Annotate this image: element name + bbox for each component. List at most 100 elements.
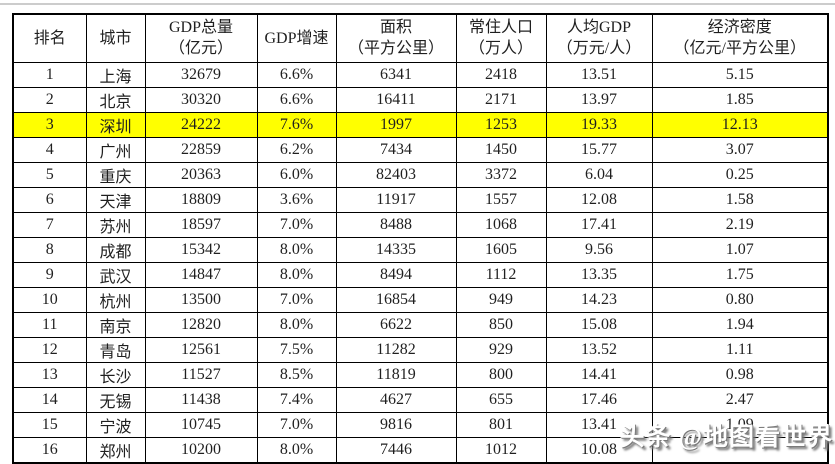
table-row: 14 无锡 11438 7.4% 4627 655 17.46 2.47 bbox=[12, 386, 829, 413]
cell-density: 5.15 bbox=[651, 61, 829, 88]
cell-density: 1.85 bbox=[651, 86, 829, 113]
cell-gdp_per_capita: 15.77 bbox=[545, 136, 653, 163]
cell-density: 1.07 bbox=[651, 236, 829, 263]
cell-rank: 14 bbox=[12, 386, 87, 413]
cell-population: 850 bbox=[455, 311, 547, 338]
table-header-row: 排名 城市 GDP总量 （亿元） GDP增速 面积 （平方公里） 常住人口 （万人） 人均GDP （… bbox=[12, 13, 829, 63]
cell-population: 1112 bbox=[455, 261, 547, 288]
cell-growth: 7.6% bbox=[256, 111, 337, 138]
cell-population: 1605 bbox=[455, 236, 547, 263]
watermark: 头条 @地图看世界 bbox=[619, 424, 833, 451]
column-header-growth: GDP增速 bbox=[256, 13, 337, 63]
cell-population: 800 bbox=[455, 361, 547, 388]
cell-rank: 4 bbox=[12, 136, 87, 163]
cell-area: 8488 bbox=[335, 211, 457, 238]
cell-area: 6341 bbox=[335, 61, 457, 88]
cell-gdp_per_capita: 17.41 bbox=[545, 211, 653, 238]
cell-population: 1450 bbox=[455, 136, 547, 163]
cell-population: 1557 bbox=[455, 186, 547, 213]
cell-area: 11917 bbox=[335, 186, 457, 213]
cell-city: 重庆 bbox=[85, 161, 146, 188]
cell-city: 杭州 bbox=[85, 286, 146, 313]
cell-gdp: 20363 bbox=[144, 161, 258, 188]
cell-density: 1.11 bbox=[651, 336, 829, 363]
cell-gdp_per_capita: 19.33 bbox=[545, 111, 653, 138]
cell-city: 无锡 bbox=[85, 386, 146, 413]
cell-growth: 8.0% bbox=[256, 236, 337, 263]
table-row: 11 南京 12820 8.0% 6622 850 15.08 1.94 bbox=[12, 311, 829, 338]
cell-growth: 6.6% bbox=[256, 61, 337, 88]
table-row: 3 深圳 24222 7.6% 1997 1253 19.33 12.13 bbox=[12, 111, 829, 138]
cell-rank: 10 bbox=[12, 286, 87, 313]
cell-city: 宁波 bbox=[85, 411, 146, 438]
cell-population: 1068 bbox=[455, 211, 547, 238]
cell-city: 长沙 bbox=[85, 361, 146, 388]
cell-city: 深圳 bbox=[85, 111, 146, 138]
cell-city: 北京 bbox=[85, 86, 146, 113]
cell-rank: 9 bbox=[12, 261, 87, 288]
cell-area: 82403 bbox=[335, 161, 457, 188]
cell-density: 0.25 bbox=[651, 161, 829, 188]
cell-rank: 12 bbox=[12, 336, 87, 363]
city-gdp-table: 排名 城市 GDP总量 （亿元） GDP增速 面积 （平方公里） 常住人口 （万人） 人均GDP （… bbox=[12, 13, 829, 464]
cell-density: 2.47 bbox=[651, 386, 829, 413]
cell-city: 广州 bbox=[85, 136, 146, 163]
table-row: 9 武汉 14847 8.0% 8494 1112 13.35 1.75 bbox=[12, 261, 829, 288]
cell-city: 郑州 bbox=[85, 436, 146, 463]
table-row: 8 成都 15342 8.0% 14335 1605 9.56 1.07 bbox=[12, 236, 829, 263]
cell-gdp: 30320 bbox=[144, 86, 258, 113]
top-divider-line bbox=[0, 3, 835, 5]
cell-city: 青岛 bbox=[85, 336, 146, 363]
cell-gdp: 13500 bbox=[144, 286, 258, 313]
cell-gdp_per_capita: 13.51 bbox=[545, 61, 653, 88]
cell-area: 8494 bbox=[335, 261, 457, 288]
cell-gdp: 12820 bbox=[144, 311, 258, 338]
cell-city: 苏州 bbox=[85, 211, 146, 238]
cell-gdp_per_capita: 13.41 bbox=[545, 411, 653, 438]
cell-gdp_per_capita: 17.46 bbox=[545, 386, 653, 413]
cell-growth: 8.0% bbox=[256, 261, 337, 288]
cell-gdp_per_capita: 12.08 bbox=[545, 186, 653, 213]
column-header-gdp: GDP总量 （亿元） bbox=[144, 13, 258, 63]
table-row: 12 青岛 12561 7.5% 11282 929 13.52 1.11 bbox=[12, 336, 829, 363]
cell-growth: 7.5% bbox=[256, 336, 337, 363]
cell-growth: 8.0% bbox=[256, 436, 337, 463]
cell-rank: 3 bbox=[12, 111, 87, 138]
cell-city: 南京 bbox=[85, 311, 146, 338]
cell-gdp: 14847 bbox=[144, 261, 258, 288]
table-row: 4 广州 22859 6.2% 7434 1450 15.77 3.07 bbox=[12, 136, 829, 163]
cell-population: 2418 bbox=[455, 61, 547, 88]
cell-gdp: 18597 bbox=[144, 211, 258, 238]
cell-growth: 7.0% bbox=[256, 411, 337, 438]
cell-density: 12.13 bbox=[651, 111, 829, 138]
cell-gdp: 12561 bbox=[144, 336, 258, 363]
table-row: 1 上海 32679 6.6% 6341 2418 13.51 5.15 bbox=[12, 61, 829, 88]
cell-area: 16411 bbox=[335, 86, 457, 113]
cell-area: 16854 bbox=[335, 286, 457, 313]
cell-rank: 2 bbox=[12, 86, 87, 113]
cell-gdp: 32679 bbox=[144, 61, 258, 88]
cell-area: 6622 bbox=[335, 311, 457, 338]
cell-population: 801 bbox=[455, 411, 547, 438]
cell-area: 9816 bbox=[335, 411, 457, 438]
cell-density: 0.98 bbox=[651, 361, 829, 388]
cell-area: 11819 bbox=[335, 361, 457, 388]
cell-growth: 6.0% bbox=[256, 161, 337, 188]
cell-population: 929 bbox=[455, 336, 547, 363]
cell-city: 武汉 bbox=[85, 261, 146, 288]
cell-gdp: 15342 bbox=[144, 236, 258, 263]
cell-gdp_per_capita: 6.04 bbox=[545, 161, 653, 188]
cell-city: 天津 bbox=[85, 186, 146, 213]
cell-city: 上海 bbox=[85, 61, 146, 88]
cell-rank: 6 bbox=[12, 186, 87, 213]
cell-area: 7434 bbox=[335, 136, 457, 163]
cell-growth: 7.0% bbox=[256, 286, 337, 313]
cell-growth: 8.5% bbox=[256, 361, 337, 388]
cell-gdp: 10200 bbox=[144, 436, 258, 463]
cell-growth: 6.2% bbox=[256, 136, 337, 163]
cell-city: 成都 bbox=[85, 236, 146, 263]
cell-density: 1.75 bbox=[651, 261, 829, 288]
cell-rank: 11 bbox=[12, 311, 87, 338]
table-row: 10 杭州 13500 7.0% 16854 949 14.23 0.80 bbox=[12, 286, 829, 313]
cell-density: 1.94 bbox=[651, 311, 829, 338]
